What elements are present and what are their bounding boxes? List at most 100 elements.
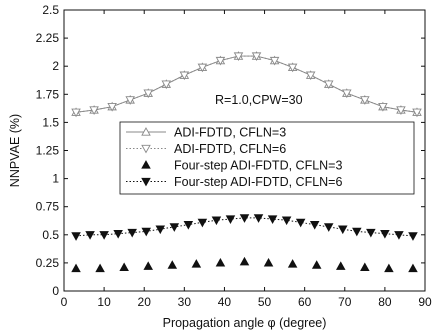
data-point [396,106,406,115]
data-point [197,63,208,73]
data-point [412,108,422,118]
data-point [253,214,264,223]
data-point [287,259,298,268]
legend-box [119,121,415,195]
x-tick-label: 40 [218,295,232,309]
data-point [338,225,348,235]
data-point [263,257,274,267]
x-tick-label: 20 [138,295,152,309]
data-point [309,221,320,230]
data-point [141,227,151,237]
data-point [161,80,172,90]
data-point [119,262,129,272]
legend-label: Four-step ADI-FDTD, CFLN=3 [174,159,342,173]
data-point [215,56,226,66]
legend-entry: Four-step ADI-FDTD, CFLN=3 [141,159,342,173]
data-point [179,71,190,81]
y-tick-label: 1 [52,172,59,186]
series-3 [71,256,418,273]
data-point [127,228,137,238]
y-tick-label: 2.5 [42,3,59,17]
data-point [360,262,370,272]
data-point [225,215,236,224]
data-point [360,96,370,105]
data-point [183,221,194,230]
data-point [141,160,151,169]
data-point [167,260,178,269]
data-point [311,260,322,269]
data-point [239,256,250,266]
y-tick-label: 0.5 [42,228,59,242]
x-tick-label: 10 [97,295,111,309]
legend-entry: ADI-FDTD, CFLN=3 [126,126,286,140]
y-tick-label: 2 [52,59,59,73]
y-tick-label: 1.75 [36,87,60,101]
data-point [143,261,153,270]
data-point [141,177,151,187]
x-tick-label: 30 [178,295,192,309]
x-axis-label: Propagation angle φ (degree) [163,316,327,330]
legend-label: Four-step ADI-FDTD, CFLN=6 [174,175,342,189]
data-point [95,263,105,273]
data-point [323,223,334,232]
data-point [267,215,278,224]
y-tick-label: 0.75 [36,200,60,214]
data-point [366,228,376,238]
series-2 [71,52,422,118]
legend-entry: Four-step ADI-FDTD, CFLN=6 [126,175,342,189]
data-point [287,63,298,73]
data-point [71,108,81,118]
y-tick-label: 0 [52,284,59,298]
x-tick-label: 70 [338,295,352,309]
x-tick-label: 0 [61,295,68,309]
legend: ADI-FDTD, CFLN=3 ADI-FDTD, CFLN=6 Four-ste… [119,121,415,195]
legend-label: ADI-FDTD, CFLN=3 [174,126,286,140]
data-point [169,223,180,232]
y-tick-label: 0.25 [36,256,60,270]
data-point [125,96,135,105]
data-point [336,261,346,270]
series-4 [71,214,418,241]
data-point [197,218,208,228]
data-point [85,231,95,240]
legend-entry: ADI-FDTD, CFLN=6 [126,142,286,156]
data-point [107,103,117,112]
x-tick-label: 80 [378,295,392,309]
data-point [251,52,262,62]
legend-label: ADI-FDTD, CFLN=6 [174,142,286,156]
x-tick-label: 90 [418,295,432,309]
data-point [295,218,306,228]
x-tick-label: 60 [298,295,312,309]
data-point [211,216,222,226]
y-axis-ticks: 0 0.25 0.5 0.75 1 1.25 1.5 1.75 2 2.25 2.5 [36,3,425,298]
data-point [89,106,99,115]
y-tick-label: 2.25 [36,31,60,45]
data-point [141,144,151,154]
data-point [71,263,81,273]
y-axis-label: NNPVAE (%) [8,114,22,187]
data-point [191,259,202,268]
data-point [155,225,166,235]
data-point [352,227,362,237]
data-point [215,257,226,267]
data-point [378,103,388,112]
data-point [99,231,109,240]
data-point [408,232,418,241]
data-point [71,232,81,241]
data-point [143,89,153,99]
data-point [239,214,250,223]
y-tick-label: 1.25 [36,144,60,158]
data-point [269,56,280,66]
data-point [233,52,244,62]
data-point [384,263,394,273]
chart-marks [71,51,422,273]
data-point [141,127,151,136]
data-point [113,230,123,239]
data-point [394,231,404,240]
data-point [305,71,316,81]
data-point [408,263,418,273]
x-axis-ticks: 0 10 20 30 40 50 60 70 80 90 [61,10,432,309]
data-point [281,216,292,226]
data-point [342,89,352,99]
